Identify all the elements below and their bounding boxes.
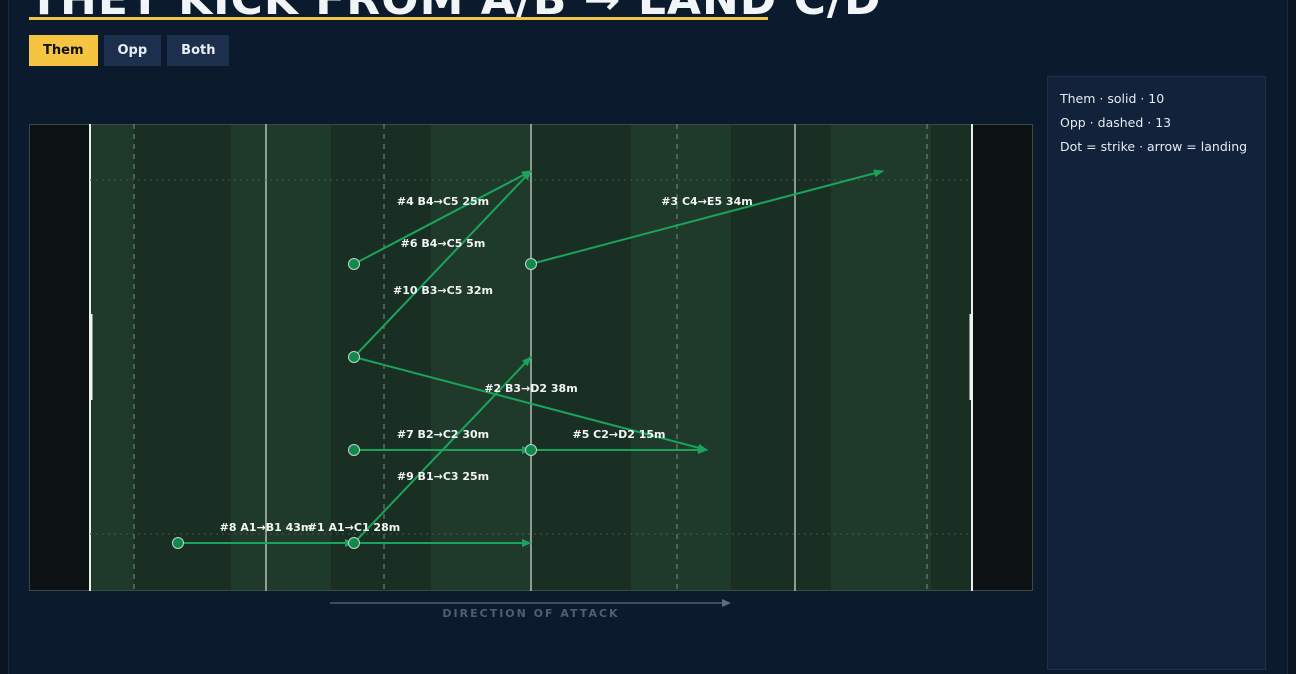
kick-label: #6 B4→C5 5m — [401, 237, 486, 250]
kick-strike-dot[interactable] — [348, 351, 360, 363]
legend-opp: Opp · dashed · 13 — [1060, 115, 1172, 130]
tab-them[interactable]: Them — [29, 35, 98, 66]
kick-label: #3 C4→E5 34m — [661, 195, 752, 208]
kick-label: #9 B1→C3 25m — [397, 470, 489, 483]
kick-label: #7 B2→C2 30m — [397, 428, 489, 441]
kick-label: #8 A1→B1 43m — [220, 521, 313, 534]
tab-opp[interactable]: Opp — [103, 35, 162, 66]
pitch-markings — [89, 124, 973, 591]
kick-lines — [178, 169, 884, 547]
tab-both[interactable]: Both — [167, 35, 230, 66]
legend-them: Them · solid · 10 — [1060, 91, 1165, 106]
kick-strike-dot[interactable] — [348, 537, 360, 549]
kick-line — [353, 170, 532, 358]
kick-strike-dot[interactable] — [172, 537, 184, 549]
kick-label: #4 B4→C5 25m — [397, 195, 489, 208]
legend-key: Dot = strike · arrow = landing — [1060, 139, 1248, 154]
direction-of-attack-label: DIRECTION OF ATTACK — [442, 607, 620, 620]
kick-strike-dot[interactable] — [525, 258, 537, 270]
kick-strike-dot[interactable] — [348, 258, 360, 270]
kick-strike-dot[interactable] — [525, 444, 537, 456]
pitch-map: #4 B4→C5 25m #3 C4→E5 34m #6 B4→C5 5m #10 B… — [29, 124, 1033, 591]
kick-line — [353, 356, 708, 452]
right-frame-edge — [1287, 0, 1296, 674]
team-filter-tabs: Them Opp Both — [29, 35, 230, 66]
legend-panel: Them · solid · 10 Opp · dashed · 13 Dot … — [1047, 76, 1266, 670]
kick-label: #1 A1→C1 28m — [308, 521, 400, 534]
direction-of-attack: DIRECTION OF ATTACK — [330, 597, 732, 627]
kick-line — [353, 356, 532, 544]
kick-strike-dots — [172, 258, 537, 549]
pitch-stripes — [90, 124, 972, 591]
kick-label: #10 B3→C5 32m — [393, 284, 493, 297]
pitch-svg: #4 B4→C5 25m #3 C4→E5 34m #6 B4→C5 5m #10 B… — [29, 124, 1033, 591]
kick-label: #2 B3→D2 38m — [484, 382, 577, 395]
title-underline — [29, 17, 768, 20]
kick-strike-dot[interactable] — [348, 444, 360, 456]
page-title: THEY KICK FROM A/B → LAND C/D — [29, 0, 882, 22]
left-frame-edge — [0, 0, 9, 674]
kick-line — [530, 169, 884, 265]
kick-line — [353, 170, 532, 265]
kick-label: #5 C2→D2 15m — [572, 428, 665, 441]
direction-arrow-icon — [330, 599, 731, 607]
kick-labels: #4 B4→C5 25m #3 C4→E5 34m #6 B4→C5 5m #10 B… — [220, 195, 753, 534]
